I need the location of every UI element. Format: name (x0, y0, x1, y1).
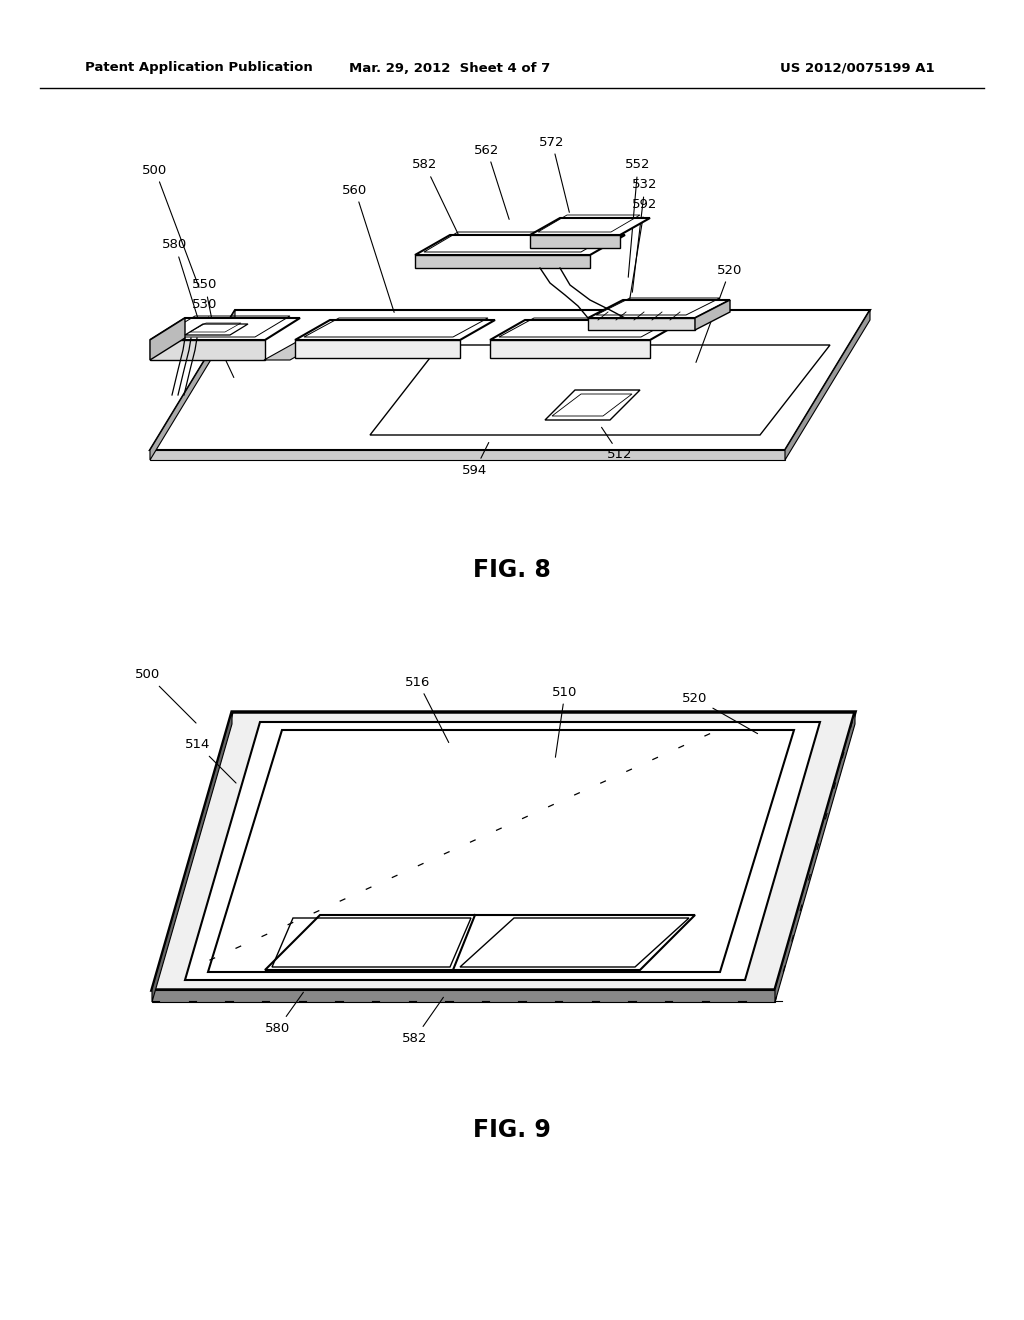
Polygon shape (150, 318, 185, 360)
Polygon shape (185, 722, 820, 979)
Text: 552: 552 (626, 158, 650, 277)
Polygon shape (150, 341, 265, 360)
Text: 582: 582 (413, 158, 459, 235)
Polygon shape (490, 341, 650, 358)
Text: 514: 514 (185, 738, 237, 783)
Polygon shape (530, 235, 620, 248)
Polygon shape (152, 711, 855, 990)
Polygon shape (150, 310, 234, 459)
Polygon shape (152, 990, 775, 1002)
Text: 562: 562 (474, 144, 509, 219)
Polygon shape (775, 711, 855, 1002)
Polygon shape (588, 318, 695, 330)
Text: 500: 500 (135, 668, 196, 723)
Text: 550: 550 (193, 279, 218, 333)
Polygon shape (150, 450, 785, 459)
Text: 592: 592 (629, 198, 657, 308)
Text: 590: 590 (193, 318, 219, 359)
Polygon shape (785, 310, 870, 459)
Polygon shape (370, 345, 830, 436)
Text: 594: 594 (463, 442, 488, 477)
Text: 570: 570 (207, 342, 233, 378)
Text: 560: 560 (342, 183, 394, 313)
Text: 516: 516 (406, 676, 449, 743)
Text: 520: 520 (682, 692, 758, 734)
Text: 500: 500 (142, 164, 199, 288)
Polygon shape (415, 255, 590, 268)
Polygon shape (490, 319, 685, 341)
Text: 520: 520 (696, 264, 742, 363)
Polygon shape (415, 235, 625, 255)
Polygon shape (295, 341, 460, 358)
Polygon shape (530, 218, 650, 235)
Polygon shape (695, 300, 730, 330)
Text: 580: 580 (265, 993, 303, 1035)
Text: US 2012/0075199 A1: US 2012/0075199 A1 (780, 62, 935, 74)
Polygon shape (588, 300, 730, 318)
Text: Mar. 29, 2012  Sheet 4 of 7: Mar. 29, 2012 Sheet 4 of 7 (349, 62, 551, 74)
Text: FIG. 8: FIG. 8 (473, 558, 551, 582)
Text: Patent Application Publication: Patent Application Publication (85, 62, 312, 74)
Polygon shape (150, 318, 300, 341)
Text: 582: 582 (402, 998, 443, 1044)
Text: 580: 580 (163, 239, 200, 322)
Text: FIG. 9: FIG. 9 (473, 1118, 551, 1142)
Text: 512: 512 (601, 428, 633, 462)
Polygon shape (295, 319, 495, 341)
Polygon shape (545, 389, 640, 420)
Text: 510: 510 (552, 685, 578, 758)
Polygon shape (264, 341, 325, 360)
Polygon shape (150, 310, 870, 450)
Text: 532: 532 (632, 178, 657, 292)
Polygon shape (152, 711, 232, 1002)
Text: 572: 572 (540, 136, 569, 213)
Text: 530: 530 (193, 298, 218, 346)
